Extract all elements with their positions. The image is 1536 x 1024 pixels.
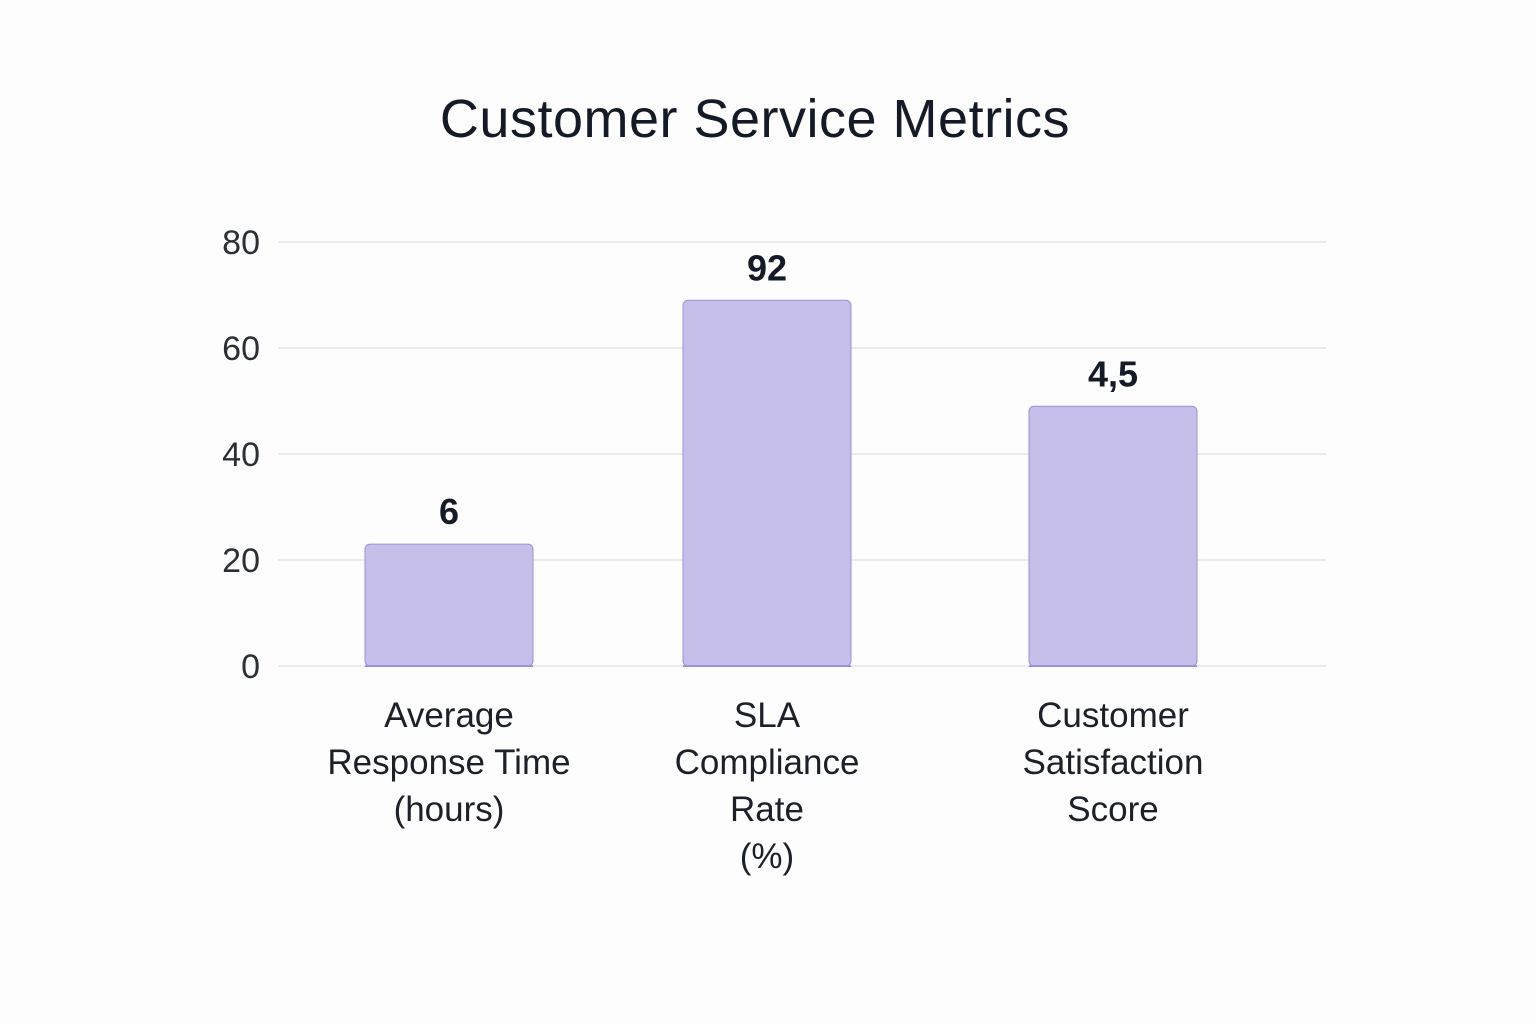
bars bbox=[364, 299, 1198, 667]
category-label-line: Satisfaction bbox=[1023, 743, 1204, 782]
y-tick-label-0: 0 bbox=[241, 648, 260, 686]
y-tick-label-20: 20 bbox=[222, 542, 260, 580]
value-label-1: 92 bbox=[747, 247, 787, 288]
category-label-line: Score bbox=[1067, 790, 1158, 829]
category-label-1: SLA Compliance Rate (%) bbox=[675, 696, 860, 876]
category-label-line: (%) bbox=[740, 837, 794, 876]
value-label-2: 4,5 bbox=[1088, 353, 1138, 394]
bar-1 bbox=[682, 299, 852, 667]
y-tick-label-60: 60 bbox=[222, 330, 260, 368]
chart-title: Customer Service Metrics bbox=[439, 89, 1071, 149]
value-label-0: 6 bbox=[439, 491, 459, 532]
category-label-line: Compliance bbox=[675, 743, 860, 782]
y-tick-label-80: 80 bbox=[222, 224, 260, 262]
y-tick-label-40: 40 bbox=[222, 436, 260, 474]
category-label-2: Customer Satisfaction Score bbox=[1023, 696, 1204, 829]
category-label-line: (hours) bbox=[394, 790, 505, 829]
bar-2 bbox=[1028, 405, 1198, 667]
category-label-line: Customer bbox=[1037, 696, 1189, 735]
category-label-line: Rate bbox=[730, 790, 804, 829]
category-label-line: Average bbox=[384, 696, 514, 735]
category-labels: Average Response Time (hours) SLA Compliance… bbox=[327, 696, 1203, 876]
category-label-line: Response Time bbox=[327, 743, 570, 782]
value-labels: 6 92 4,5 bbox=[439, 247, 1138, 532]
y-axis-ticks: 0 20 40 60 80 bbox=[222, 224, 260, 686]
category-label-0: Average Response Time (hours) bbox=[327, 696, 570, 829]
category-label-line: SLA bbox=[734, 696, 801, 735]
bar-0 bbox=[364, 543, 534, 667]
